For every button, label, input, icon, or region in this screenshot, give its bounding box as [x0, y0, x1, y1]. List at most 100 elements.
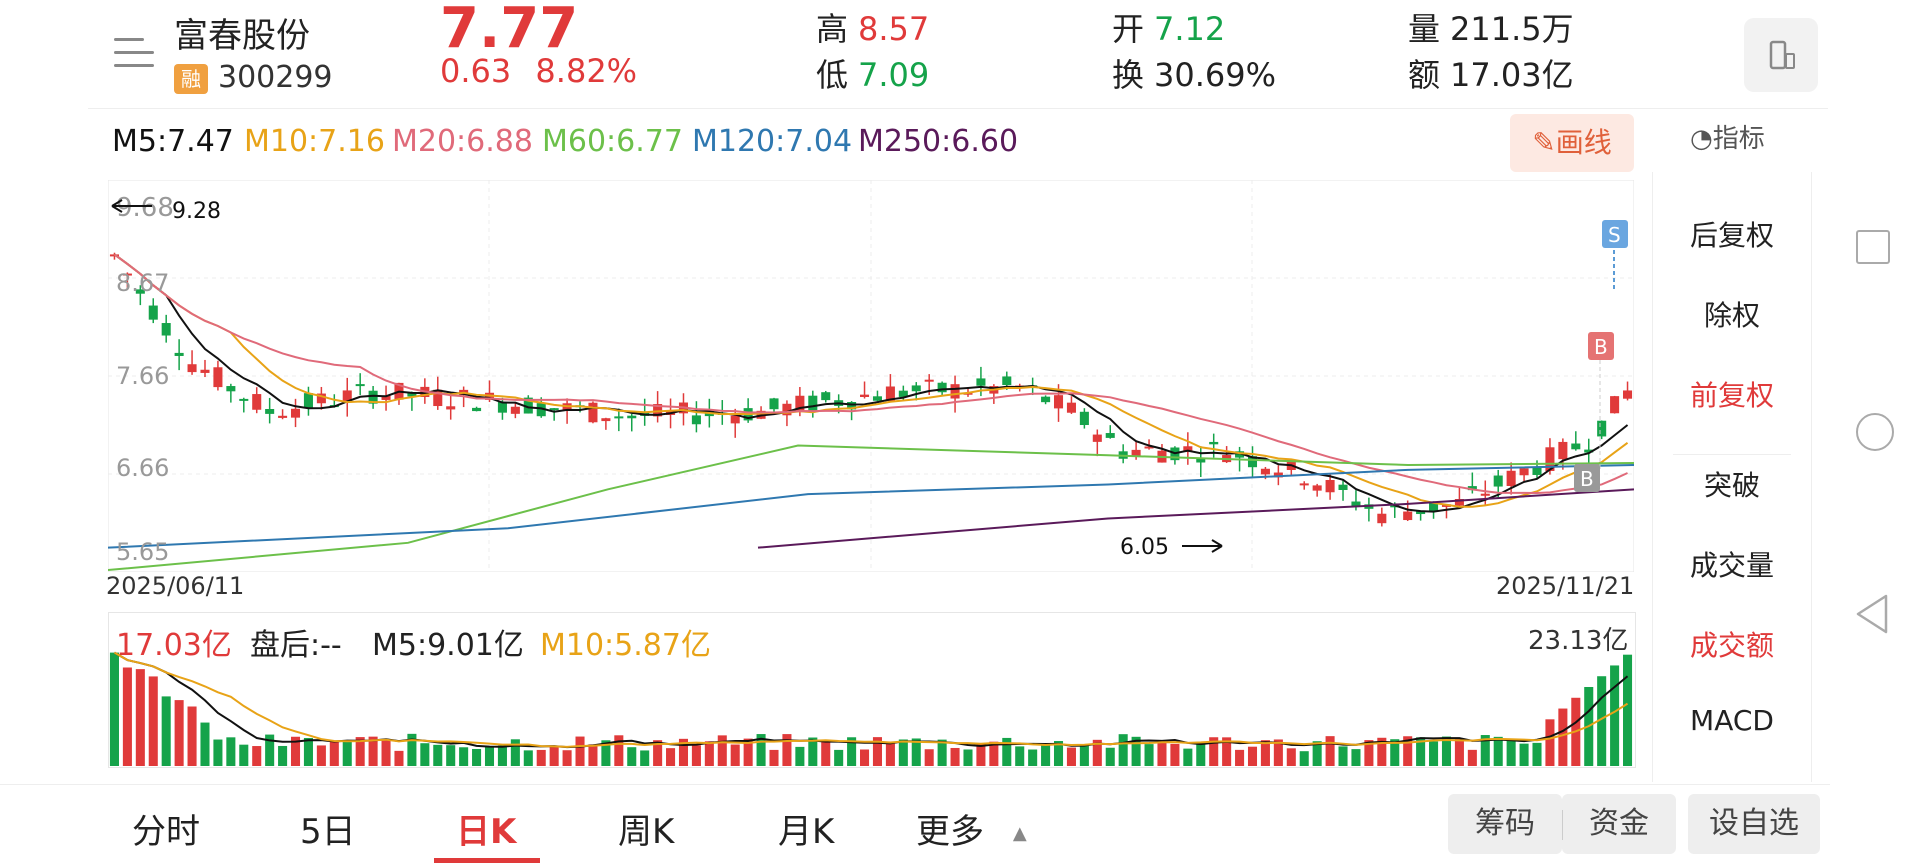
volume-bar	[1053, 741, 1064, 766]
kline-chart[interactable]: 9.68 8.67 7.66 6.66 5.65 9.28 6.05 S B B	[108, 180, 1634, 572]
menu-icon[interactable]	[114, 34, 158, 72]
volume-bar	[1416, 737, 1426, 766]
candle-body	[795, 395, 805, 411]
volume-bar	[1273, 739, 1283, 766]
candle-body	[510, 406, 520, 414]
tab-daily-k[interactable]: 日K	[456, 812, 517, 852]
volume-bar	[1066, 747, 1076, 766]
volume-bar	[1364, 740, 1374, 766]
volume-bar	[135, 669, 145, 766]
after-hours: 盘后:--	[250, 628, 342, 663]
ma10-label: M10:7.16	[244, 124, 385, 159]
pill-divider	[1562, 810, 1563, 840]
volume-bar	[187, 706, 197, 766]
candle-body	[950, 384, 960, 399]
volume-bar	[937, 739, 947, 766]
candle-body	[1066, 402, 1076, 413]
volume-bar	[821, 739, 831, 766]
buy-signal[interactable]: B B	[1574, 332, 1614, 492]
candle-body	[407, 392, 417, 397]
volume-bar	[148, 676, 158, 766]
side-item-ex-rights[interactable]: 除权	[1703, 299, 1760, 332]
volume-bar	[1002, 737, 1012, 766]
volume-bar	[653, 740, 663, 766]
tab-monthly-k[interactable]: 月K	[778, 812, 835, 852]
draw-line-button[interactable]: ✎画线	[1510, 114, 1634, 172]
volume-bar	[459, 747, 469, 766]
side-item-post-adjusted[interactable]: 后复权	[1689, 219, 1774, 252]
volume-bar	[575, 736, 585, 766]
sell-signal[interactable]: S	[1602, 220, 1628, 290]
side-item-macd[interactable]: MACD	[1690, 704, 1774, 737]
volume-bar	[407, 733, 417, 766]
volume-bar	[847, 737, 857, 766]
volume-bar	[252, 746, 262, 766]
indicator-button[interactable]: ◔指标	[1690, 118, 1765, 155]
volume-bar	[1183, 748, 1193, 766]
tab-intraday[interactable]: 分时	[132, 812, 200, 852]
tab-more[interactable]: 更多 ▲	[916, 804, 1027, 853]
indicator-label: 指标	[1712, 124, 1765, 154]
side-item-pre-adjusted[interactable]: 前复权	[1689, 379, 1774, 412]
volume-label: 量	[1408, 10, 1441, 48]
candle-body	[1209, 441, 1219, 445]
volume-bar	[510, 739, 520, 766]
home-icon[interactable]	[1856, 413, 1894, 451]
candle-body	[213, 367, 223, 388]
volume-bar	[355, 737, 365, 766]
candle-body	[381, 395, 391, 400]
active-tab-indicator	[434, 858, 540, 863]
volume-bar	[885, 743, 895, 766]
volume-bar	[290, 736, 301, 766]
side-item-amount[interactable]: 成交额	[1689, 629, 1774, 662]
volume-bar	[640, 750, 650, 766]
candle-body	[614, 416, 624, 419]
funds-button[interactable]: 资金	[1562, 794, 1676, 854]
header-divider	[88, 108, 1828, 109]
side-item-breakout[interactable]: 突破	[1703, 469, 1760, 502]
volume-bar	[122, 667, 132, 766]
candle-body	[433, 389, 443, 407]
candle-body	[1273, 472, 1283, 478]
chips-button[interactable]: 筹码	[1448, 794, 1562, 854]
high-marker: 9.28	[111, 199, 221, 224]
candle-body	[536, 403, 546, 417]
candle-body	[924, 379, 934, 382]
landscape-toggle-button[interactable]	[1744, 18, 1818, 92]
candle-body	[1092, 434, 1102, 442]
volume-bar	[1441, 736, 1452, 766]
back-icon[interactable]	[1852, 592, 1892, 636]
volume-bar	[1157, 741, 1167, 766]
candle-body	[1558, 441, 1568, 460]
candle-body	[278, 415, 288, 418]
tab-weekly-k[interactable]: 周K	[618, 812, 675, 852]
low-label: 低	[816, 56, 849, 94]
volume-chart[interactable]	[108, 640, 1634, 766]
candle-body	[1532, 467, 1542, 475]
add-watchlist-button[interactable]: 设自选	[1688, 794, 1820, 854]
volume-ma5: M5:9.01亿	[372, 628, 524, 663]
date-start: 2025/06/11	[106, 572, 245, 600]
phone-icon	[1769, 40, 1795, 70]
side-item-volume[interactable]: 成交量	[1689, 549, 1774, 582]
candle-body	[821, 392, 831, 401]
volume-bar	[782, 734, 792, 766]
high-value: 8.57	[858, 10, 930, 48]
caret-up-icon: ▲	[1012, 823, 1027, 844]
volume-bar	[756, 734, 766, 766]
ma120-line	[108, 464, 1634, 549]
margin-badge: 融	[174, 64, 208, 94]
volume-bar	[109, 652, 119, 766]
candle-body	[627, 415, 637, 419]
candle-body	[135, 289, 145, 294]
recent-apps-icon[interactable]	[1856, 230, 1890, 264]
volume-bar	[1196, 742, 1206, 766]
tab-5day[interactable]: 5日	[300, 812, 356, 852]
buy-badge: B	[1594, 335, 1608, 359]
y-axis-bottom: 5.65	[116, 538, 169, 566]
volume-ma5-line	[113, 651, 1629, 749]
volume-bar	[1235, 749, 1245, 766]
volume-bar	[265, 734, 275, 766]
candle-body	[1053, 395, 1064, 409]
candle-body	[1235, 451, 1245, 458]
